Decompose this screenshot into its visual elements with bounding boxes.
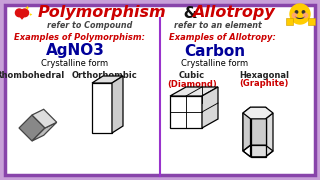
Text: AgNO3: AgNO3 <box>45 44 104 59</box>
Polygon shape <box>19 115 45 141</box>
Text: Examples of Allotropy:: Examples of Allotropy: <box>169 33 276 42</box>
Circle shape <box>15 9 23 17</box>
Polygon shape <box>243 113 251 157</box>
Polygon shape <box>285 18 292 25</box>
Polygon shape <box>32 109 57 128</box>
Text: ✦: ✦ <box>29 13 33 17</box>
Polygon shape <box>17 14 28 20</box>
Text: Allotropy: Allotropy <box>192 6 275 21</box>
Circle shape <box>295 11 298 13</box>
Polygon shape <box>112 76 123 133</box>
Polygon shape <box>266 113 273 157</box>
Text: &: & <box>178 6 203 21</box>
Text: Carbon: Carbon <box>184 44 245 59</box>
Polygon shape <box>251 119 266 157</box>
Text: Examples of Polymorphism:: Examples of Polymorphism: <box>14 33 146 42</box>
Text: Hexagonal: Hexagonal <box>239 71 289 80</box>
Text: refer to an element: refer to an element <box>174 21 262 30</box>
Text: refer to Compound: refer to Compound <box>47 21 133 30</box>
Polygon shape <box>202 87 218 128</box>
Text: Rhombohedral: Rhombohedral <box>0 71 65 80</box>
Polygon shape <box>308 18 315 25</box>
Polygon shape <box>92 83 112 133</box>
Circle shape <box>290 4 310 24</box>
Polygon shape <box>32 122 57 141</box>
Polygon shape <box>170 96 202 128</box>
Text: Crystalline form: Crystalline form <box>41 58 108 68</box>
Polygon shape <box>92 76 123 83</box>
Circle shape <box>302 11 305 13</box>
Text: ✦: ✦ <box>25 6 30 11</box>
Text: (Graphite): (Graphite) <box>239 80 289 89</box>
Text: Cubic: Cubic <box>179 71 205 80</box>
Circle shape <box>303 13 308 18</box>
Circle shape <box>292 13 297 18</box>
Text: Orthorhombic: Orthorhombic <box>72 71 138 80</box>
Polygon shape <box>243 107 251 151</box>
Text: Polymorphism: Polymorphism <box>38 6 167 21</box>
Text: Crystalline form: Crystalline form <box>181 58 249 68</box>
Polygon shape <box>170 87 218 96</box>
Text: (Diamond): (Diamond) <box>167 80 217 89</box>
Circle shape <box>21 9 28 17</box>
Polygon shape <box>243 107 273 119</box>
Polygon shape <box>251 107 266 145</box>
